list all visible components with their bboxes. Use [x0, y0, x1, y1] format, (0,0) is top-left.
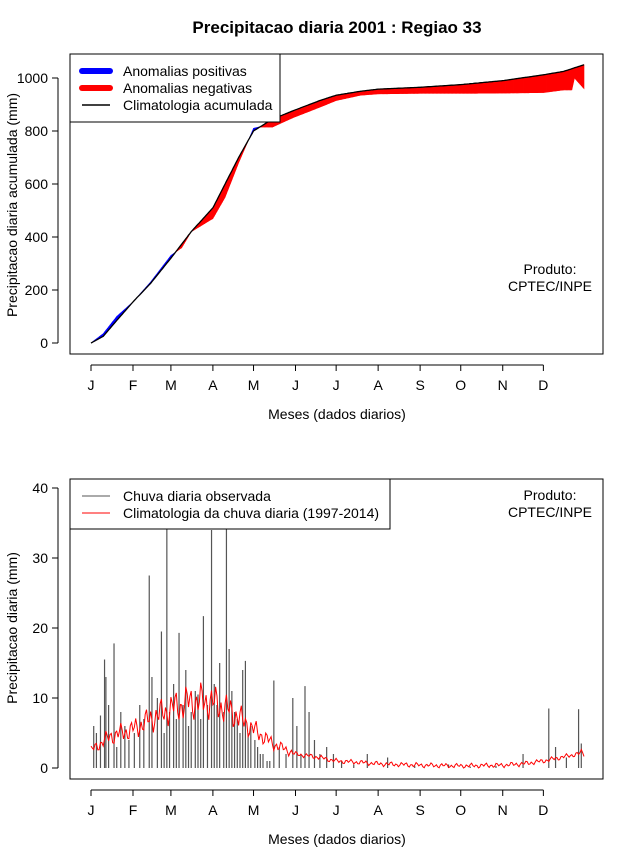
y-tick-label: 0 [40, 760, 48, 776]
x-tick-label: N [498, 802, 508, 818]
y-tick-label: 10 [32, 690, 48, 706]
y-tick-label: 800 [25, 123, 49, 139]
bottom-annotation-line1: Produto: [524, 487, 577, 503]
top-chart-title: Precipitacao diaria 2001 : Regiao 33 [192, 18, 481, 37]
x-tick-label: A [208, 802, 218, 818]
x-tick-label: J [88, 802, 95, 818]
y-tick-label: 40 [32, 480, 48, 496]
x-tick-label: M [165, 377, 177, 393]
top-y-axis-label: Precipitacao diaria acumulada (mm) [4, 93, 20, 317]
legend-label-negative: Anomalias negativas [123, 80, 252, 96]
negative-anomaly-segment [582, 64, 585, 90]
x-tick-label: N [498, 377, 508, 393]
x-tick-label: J [333, 802, 340, 818]
y-tick-label: 20 [32, 620, 48, 636]
x-tick-label: A [208, 377, 218, 393]
x-tick-label: J [292, 377, 299, 393]
top-annotation-line1: Produto: [524, 261, 577, 277]
top-x-axis-label: Meses (dados diarios) [268, 406, 406, 422]
top-chart: Precipitacao diaria 2001 : Regiao 33 0 20… [4, 18, 604, 422]
x-tick-label: J [292, 802, 299, 818]
bottom-chart: 0 10 20 30 40 J F M A M J J A S O N D Meses (dados diar… [4, 478, 604, 847]
y-tick-label: 0 [40, 335, 48, 351]
x-tick-label: O [455, 802, 466, 818]
legend-label-daily-climatology: Climatologia da chuva diaria (1997-2014) [123, 505, 379, 521]
x-tick-label: M [248, 377, 260, 393]
top-legend: Anomalias positivas Anomalias negativas … [69, 53, 281, 123]
x-tick-label: D [538, 802, 548, 818]
y-tick-label: 200 [25, 282, 49, 298]
x-tick-label: M [165, 802, 177, 818]
x-tick-label: J [88, 377, 95, 393]
x-tick-label: F [129, 802, 138, 818]
y-tick-label: 400 [25, 229, 49, 245]
top-annotation-line2: CPTEC/INPE [508, 278, 592, 294]
x-tick-label: S [415, 377, 424, 393]
top-climatology-line [90, 64, 585, 344]
top-plot-frame [69, 53, 604, 355]
y-tick-label: 600 [25, 176, 49, 192]
bottom-legend: Chuva diaria observada Climatologia da c… [69, 478, 391, 530]
legend-label-observed: Chuva diaria observada [123, 488, 271, 504]
bottom-y-axis: 0 10 20 30 40 [32, 480, 59, 776]
bottom-y-axis-label: Precipitacao diaria (mm) [4, 552, 20, 704]
y-tick-label: 30 [32, 550, 48, 566]
bottom-climatology-line [90, 682, 585, 769]
x-tick-label: O [455, 377, 466, 393]
x-tick-label: F [129, 377, 138, 393]
x-tick-label: J [333, 377, 340, 393]
x-tick-label: A [373, 802, 383, 818]
x-tick-label: S [415, 802, 424, 818]
legend-label-positive: Anomalias positivas [123, 63, 247, 79]
bottom-legend-box [69, 478, 391, 530]
x-tick-label: D [538, 377, 548, 393]
legend-label-climatology: Climatologia acumulada [123, 97, 273, 113]
x-tick-label: M [248, 802, 260, 818]
bottom-annotation-line2: CPTEC/INPE [508, 504, 592, 520]
top-y-axis: 0 200 400 600 800 1000 [17, 70, 59, 351]
y-tick-label: 1000 [17, 70, 48, 86]
bottom-x-axis-label: Meses (dados diarios) [268, 831, 406, 847]
x-tick-label: A [373, 377, 383, 393]
